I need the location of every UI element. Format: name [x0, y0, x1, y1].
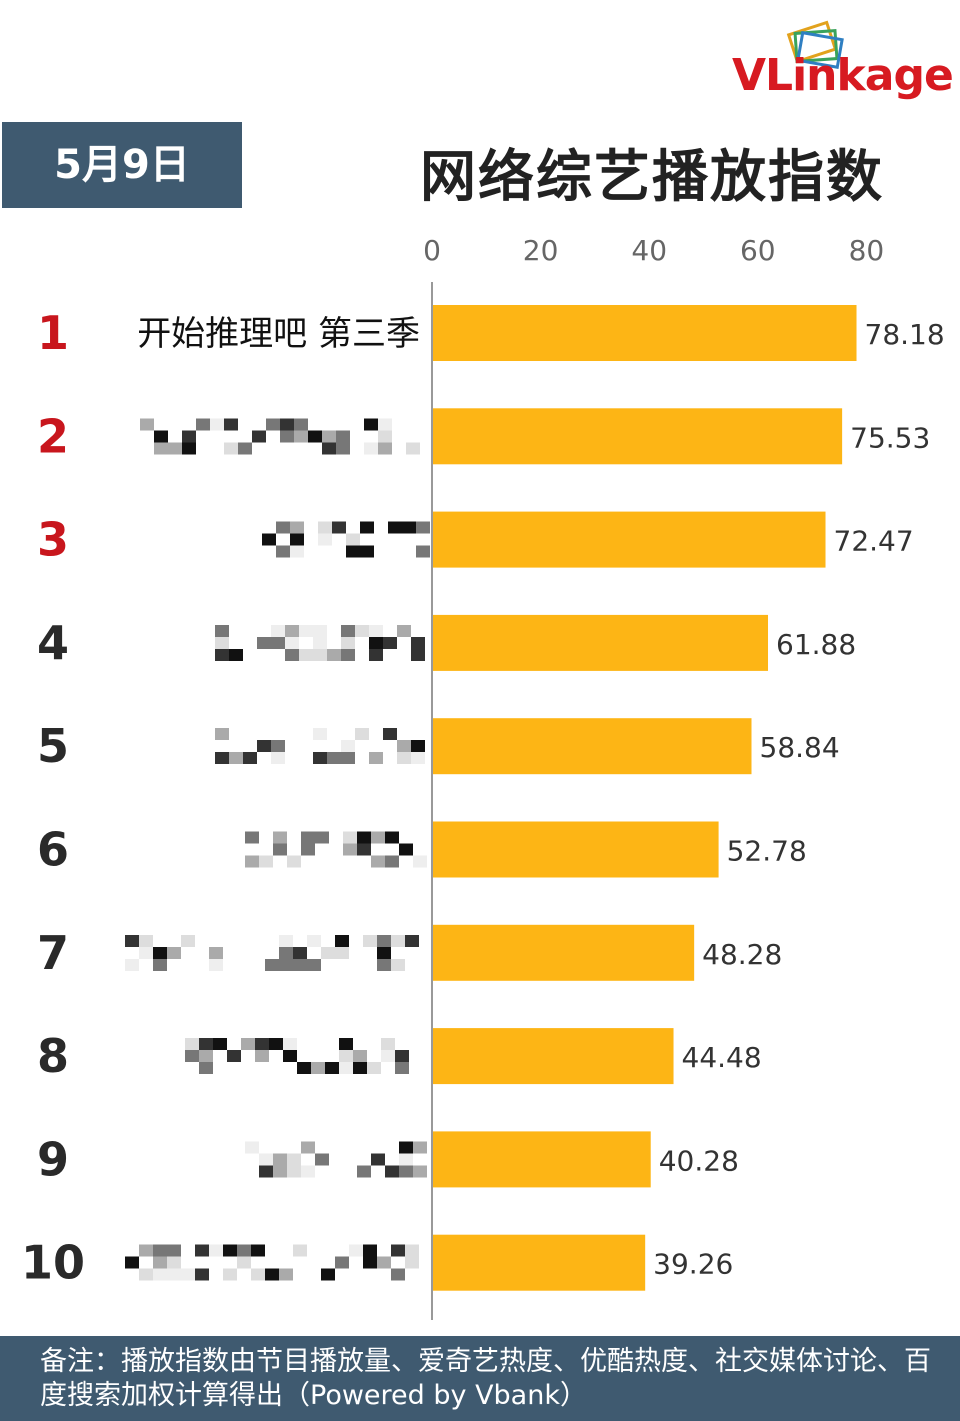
rank-1: 1	[37, 306, 69, 360]
bar-value-label: 75.53	[850, 421, 930, 454]
rank-3: 3	[37, 513, 69, 567]
logo-cards-icon	[786, 20, 844, 69]
rank-2: 2	[37, 409, 69, 463]
bar-value-label: 39.26	[653, 1248, 733, 1281]
pixelated-category-label	[125, 1244, 419, 1281]
bar-rank-4	[433, 614, 769, 671]
chart-title: 网络综艺播放指数	[420, 145, 884, 210]
bar-rank-6	[433, 821, 719, 878]
pixelated-category-label	[140, 418, 420, 455]
vlinkage-logo	[730, 18, 950, 108]
rank-7: 7	[37, 926, 69, 980]
bar-value-label: 48.28	[702, 938, 782, 971]
pixelated-category-label	[262, 521, 430, 558]
x-tick-label: 20	[523, 234, 559, 267]
bar-rank-2	[433, 408, 843, 465]
pixelated-category-label	[185, 1038, 409, 1075]
pixelated-category-label	[215, 728, 425, 765]
bar-rank-1	[433, 305, 857, 361]
rank-6: 6	[37, 823, 69, 877]
rank-8: 8	[37, 1029, 69, 1083]
pixelated-category-label	[245, 831, 427, 868]
bar-value-label: 52.78	[727, 835, 807, 868]
rank-10: 10	[21, 1236, 85, 1290]
x-tick-label: 40	[631, 234, 667, 267]
date-badge: 5月9日	[2, 122, 242, 208]
x-tick-label: 60	[740, 234, 776, 267]
bar-rank-3	[433, 511, 826, 568]
bar-rank-7	[433, 924, 695, 981]
pixelated-category-label	[215, 624, 425, 661]
footer-note: 备注：播放指数由节目播放量、爱奇艺热度、优酷热度、社交媒体讨论、百度搜索加权计算…	[0, 1336, 960, 1421]
bar-rank-10	[433, 1234, 646, 1291]
bar-value-label: 58.84	[760, 731, 840, 764]
bar-value-label: 72.47	[834, 525, 914, 558]
bar-rank-9	[433, 1131, 651, 1188]
bar-rank-8	[433, 1028, 674, 1085]
rank-5: 5	[37, 719, 69, 773]
rank-9: 9	[37, 1132, 69, 1186]
category-label: 开始推理吧 第三季	[137, 314, 420, 354]
bar-value-label: 78.18	[865, 318, 945, 351]
bar-value-label: 40.28	[659, 1144, 739, 1177]
bar-chart: 0 20 40 60 80 1 开始推理吧 第三季 78.18 2 75.53 3 72.47 4 61.…	[21, 234, 945, 1320]
pixelated-category-label	[125, 934, 419, 971]
x-tick-label: 0	[423, 234, 441, 267]
bar-value-label: 61.88	[776, 628, 856, 661]
bar-value-label: 44.48	[682, 1041, 762, 1074]
bar-rank-5	[433, 718, 752, 775]
logo-text: VLinkage	[732, 50, 954, 101]
pixelated-category-label	[245, 1141, 427, 1178]
x-tick-label: 80	[849, 234, 885, 267]
rank-4: 4	[37, 616, 69, 670]
